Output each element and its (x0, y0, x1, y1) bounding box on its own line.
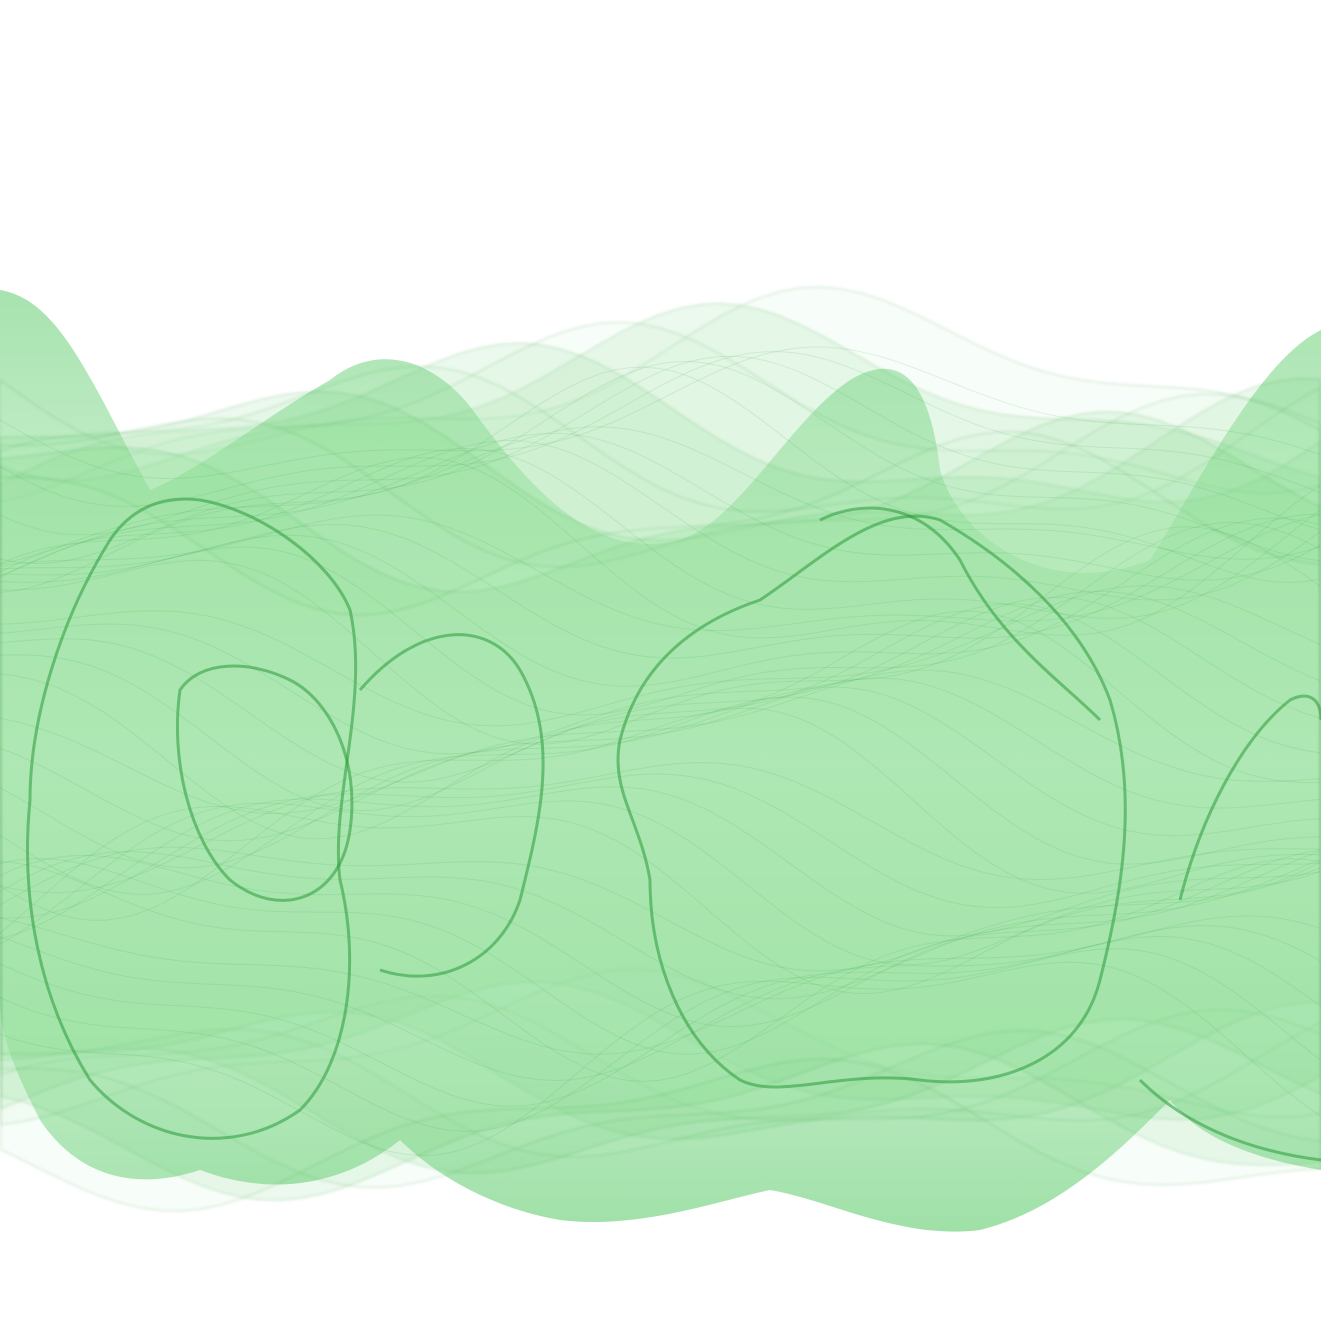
ribbon-thread (0, 707, 1321, 921)
ribbon-thread (0, 514, 1321, 632)
ribbon-thread (0, 603, 1321, 812)
ribbon-thread (0, 773, 1321, 919)
ribbon-thread (0, 521, 1321, 716)
ribbon-thread (0, 915, 1321, 1055)
ribbon-thread (0, 590, 1321, 755)
ribbon-thread (0, 596, 1321, 783)
ribbon-thread (0, 686, 1321, 869)
ribbon-thread (0, 786, 1321, 939)
ribbon-thread (0, 851, 1321, 1028)
ribbon-thread (0, 925, 1321, 1082)
ribbon-thread (0, 849, 1321, 1055)
ribbon-thread (0, 456, 1321, 639)
ribbon-thread (0, 366, 1321, 593)
ribbon-thread (0, 696, 1321, 895)
ribbon-thread (0, 669, 1321, 815)
ribbon-thread (0, 439, 1321, 601)
ribbon-thread (0, 355, 1321, 536)
ribbon-thread (0, 585, 1321, 727)
loop-center (616, 514, 1127, 1089)
ribbon-thread (0, 513, 1321, 659)
ribbon-thread (0, 432, 1321, 581)
ribbon-thread (0, 426, 1321, 565)
loop-center-left (358, 633, 545, 978)
ribbon-thread (0, 935, 1321, 1107)
ribbon-loops (26, 497, 1321, 1162)
ribbon-sheets (0, 286, 1321, 1212)
ribbon-thread (0, 762, 1321, 894)
loop-right-lower (1138, 1078, 1321, 1162)
ribbon-thread (0, 677, 1321, 842)
ribbon-thread (0, 447, 1321, 619)
ribbon-thread (0, 961, 1321, 1157)
ribbon-thread (0, 806, 1321, 995)
loop-right (1178, 694, 1321, 901)
ribbon-threads (0, 346, 1321, 1157)
loop-left-inner (176, 664, 354, 902)
ribbon-thread (0, 858, 1321, 1082)
loop-center-inner (819, 506, 1102, 722)
ribbon-thread (0, 517, 1321, 687)
ribbon-thread (0, 948, 1321, 1132)
ribbon-sheet (0, 431, 1321, 1212)
ribbon-thread (0, 346, 1321, 480)
ribbon-thread (0, 351, 1321, 507)
loop-left (26, 497, 358, 1140)
ribbon-thread (0, 800, 1321, 966)
ribbon-thread (0, 360, 1321, 565)
ribbon-thread (0, 846, 1321, 972)
ribbon-thread (0, 526, 1321, 745)
